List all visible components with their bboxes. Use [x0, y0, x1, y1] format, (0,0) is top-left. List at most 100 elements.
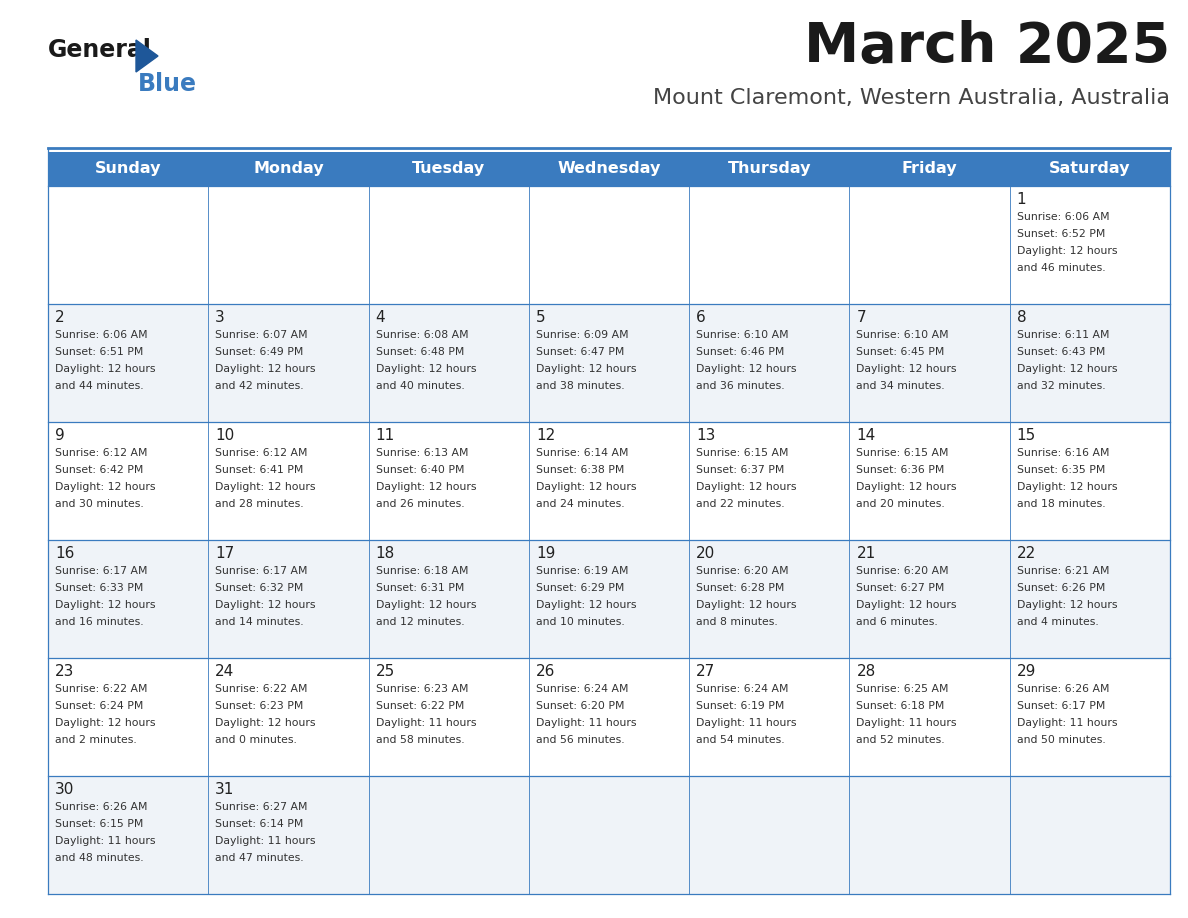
- Text: and 32 minutes.: and 32 minutes.: [1017, 381, 1105, 391]
- Text: Sunrise: 6:12 AM: Sunrise: 6:12 AM: [215, 448, 308, 458]
- Text: Sunrise: 6:18 AM: Sunrise: 6:18 AM: [375, 566, 468, 576]
- Text: Sunset: 6:35 PM: Sunset: 6:35 PM: [1017, 465, 1105, 475]
- Text: Sunset: 6:14 PM: Sunset: 6:14 PM: [215, 819, 304, 829]
- Polygon shape: [135, 40, 158, 72]
- Text: Saturday: Saturday: [1049, 162, 1131, 176]
- Text: 8: 8: [1017, 310, 1026, 325]
- Text: Sunset: 6:27 PM: Sunset: 6:27 PM: [857, 583, 944, 593]
- Text: Monday: Monday: [253, 162, 324, 176]
- Text: Daylight: 12 hours: Daylight: 12 hours: [696, 364, 797, 374]
- Text: Daylight: 12 hours: Daylight: 12 hours: [215, 600, 316, 610]
- Text: and 38 minutes.: and 38 minutes.: [536, 381, 625, 391]
- Text: Sunset: 6:48 PM: Sunset: 6:48 PM: [375, 347, 465, 357]
- Text: Daylight: 12 hours: Daylight: 12 hours: [375, 482, 476, 492]
- Text: Sunrise: 6:07 AM: Sunrise: 6:07 AM: [215, 330, 308, 340]
- Bar: [48, 658, 1170, 776]
- Text: Sunset: 6:22 PM: Sunset: 6:22 PM: [375, 701, 465, 711]
- Bar: [48, 152, 1170, 186]
- Text: March 2025: March 2025: [804, 20, 1170, 74]
- Text: and 40 minutes.: and 40 minutes.: [375, 381, 465, 391]
- Text: Daylight: 11 hours: Daylight: 11 hours: [55, 836, 156, 846]
- Text: 15: 15: [1017, 428, 1036, 443]
- Text: 29: 29: [1017, 664, 1036, 679]
- Text: Mount Claremont, Western Australia, Australia: Mount Claremont, Western Australia, Aust…: [653, 88, 1170, 108]
- Text: 10: 10: [215, 428, 234, 443]
- Text: and 48 minutes.: and 48 minutes.: [55, 853, 144, 863]
- Text: Sunrise: 6:15 AM: Sunrise: 6:15 AM: [696, 448, 789, 458]
- Text: Sunrise: 6:20 AM: Sunrise: 6:20 AM: [857, 566, 949, 576]
- Text: and 42 minutes.: and 42 minutes.: [215, 381, 304, 391]
- Text: and 18 minutes.: and 18 minutes.: [1017, 499, 1105, 509]
- Text: Daylight: 12 hours: Daylight: 12 hours: [536, 364, 637, 374]
- Bar: [48, 186, 1170, 304]
- Text: Sunrise: 6:26 AM: Sunrise: 6:26 AM: [1017, 684, 1110, 694]
- Text: 31: 31: [215, 782, 235, 797]
- Text: Sunset: 6:52 PM: Sunset: 6:52 PM: [1017, 229, 1105, 239]
- Text: Sunset: 6:45 PM: Sunset: 6:45 PM: [857, 347, 944, 357]
- Bar: [48, 304, 1170, 422]
- Text: Sunset: 6:36 PM: Sunset: 6:36 PM: [857, 465, 944, 475]
- Text: Daylight: 11 hours: Daylight: 11 hours: [375, 718, 476, 728]
- Text: Sunrise: 6:22 AM: Sunrise: 6:22 AM: [215, 684, 308, 694]
- Text: and 50 minutes.: and 50 minutes.: [1017, 735, 1106, 745]
- Text: Sunrise: 6:12 AM: Sunrise: 6:12 AM: [55, 448, 147, 458]
- Text: and 22 minutes.: and 22 minutes.: [696, 499, 785, 509]
- Text: Daylight: 11 hours: Daylight: 11 hours: [536, 718, 637, 728]
- Text: 25: 25: [375, 664, 394, 679]
- Text: Sunrise: 6:09 AM: Sunrise: 6:09 AM: [536, 330, 628, 340]
- Text: 21: 21: [857, 546, 876, 561]
- Text: Sunset: 6:43 PM: Sunset: 6:43 PM: [1017, 347, 1105, 357]
- Text: and 12 minutes.: and 12 minutes.: [375, 617, 465, 627]
- Text: 23: 23: [55, 664, 75, 679]
- Text: 6: 6: [696, 310, 706, 325]
- Text: Sunrise: 6:15 AM: Sunrise: 6:15 AM: [857, 448, 949, 458]
- Text: Sunset: 6:29 PM: Sunset: 6:29 PM: [536, 583, 624, 593]
- Text: Sunset: 6:42 PM: Sunset: 6:42 PM: [55, 465, 144, 475]
- Text: and 54 minutes.: and 54 minutes.: [696, 735, 785, 745]
- Text: Daylight: 12 hours: Daylight: 12 hours: [55, 718, 156, 728]
- Text: Daylight: 12 hours: Daylight: 12 hours: [536, 482, 637, 492]
- Text: and 58 minutes.: and 58 minutes.: [375, 735, 465, 745]
- Text: General: General: [48, 38, 152, 62]
- Bar: [48, 422, 1170, 540]
- Text: 7: 7: [857, 310, 866, 325]
- Text: and 16 minutes.: and 16 minutes.: [55, 617, 144, 627]
- Text: Sunset: 6:49 PM: Sunset: 6:49 PM: [215, 347, 304, 357]
- Text: Sunrise: 6:24 AM: Sunrise: 6:24 AM: [536, 684, 628, 694]
- Text: and 34 minutes.: and 34 minutes.: [857, 381, 944, 391]
- Text: and 47 minutes.: and 47 minutes.: [215, 853, 304, 863]
- Text: Sunset: 6:15 PM: Sunset: 6:15 PM: [55, 819, 144, 829]
- Text: Sunset: 6:23 PM: Sunset: 6:23 PM: [215, 701, 304, 711]
- Text: Thursday: Thursday: [727, 162, 811, 176]
- Text: Daylight: 12 hours: Daylight: 12 hours: [696, 482, 797, 492]
- Text: Sunset: 6:17 PM: Sunset: 6:17 PM: [1017, 701, 1105, 711]
- Text: Sunrise: 6:26 AM: Sunrise: 6:26 AM: [55, 802, 147, 812]
- Text: 19: 19: [536, 546, 555, 561]
- Text: and 44 minutes.: and 44 minutes.: [55, 381, 144, 391]
- Text: Sunrise: 6:17 AM: Sunrise: 6:17 AM: [55, 566, 147, 576]
- Text: 17: 17: [215, 546, 234, 561]
- Text: and 14 minutes.: and 14 minutes.: [215, 617, 304, 627]
- Text: Sunset: 6:51 PM: Sunset: 6:51 PM: [55, 347, 144, 357]
- Text: Friday: Friday: [902, 162, 958, 176]
- Text: Daylight: 11 hours: Daylight: 11 hours: [215, 836, 316, 846]
- Bar: [48, 776, 1170, 894]
- Text: 13: 13: [696, 428, 715, 443]
- Text: 28: 28: [857, 664, 876, 679]
- Text: Sunrise: 6:20 AM: Sunrise: 6:20 AM: [696, 566, 789, 576]
- Text: Sunrise: 6:10 AM: Sunrise: 6:10 AM: [696, 330, 789, 340]
- Text: and 8 minutes.: and 8 minutes.: [696, 617, 778, 627]
- Text: Sunrise: 6:06 AM: Sunrise: 6:06 AM: [55, 330, 147, 340]
- Text: 5: 5: [536, 310, 545, 325]
- Text: and 30 minutes.: and 30 minutes.: [55, 499, 144, 509]
- Text: Daylight: 12 hours: Daylight: 12 hours: [857, 364, 956, 374]
- Text: Sunrise: 6:25 AM: Sunrise: 6:25 AM: [857, 684, 949, 694]
- Text: Daylight: 12 hours: Daylight: 12 hours: [1017, 482, 1117, 492]
- Text: Sunrise: 6:19 AM: Sunrise: 6:19 AM: [536, 566, 628, 576]
- Text: Sunrise: 6:21 AM: Sunrise: 6:21 AM: [1017, 566, 1110, 576]
- Text: Sunrise: 6:10 AM: Sunrise: 6:10 AM: [857, 330, 949, 340]
- Text: Daylight: 12 hours: Daylight: 12 hours: [375, 600, 476, 610]
- Text: Sunset: 6:31 PM: Sunset: 6:31 PM: [375, 583, 465, 593]
- Text: Sunset: 6:33 PM: Sunset: 6:33 PM: [55, 583, 144, 593]
- Text: Sunrise: 6:14 AM: Sunrise: 6:14 AM: [536, 448, 628, 458]
